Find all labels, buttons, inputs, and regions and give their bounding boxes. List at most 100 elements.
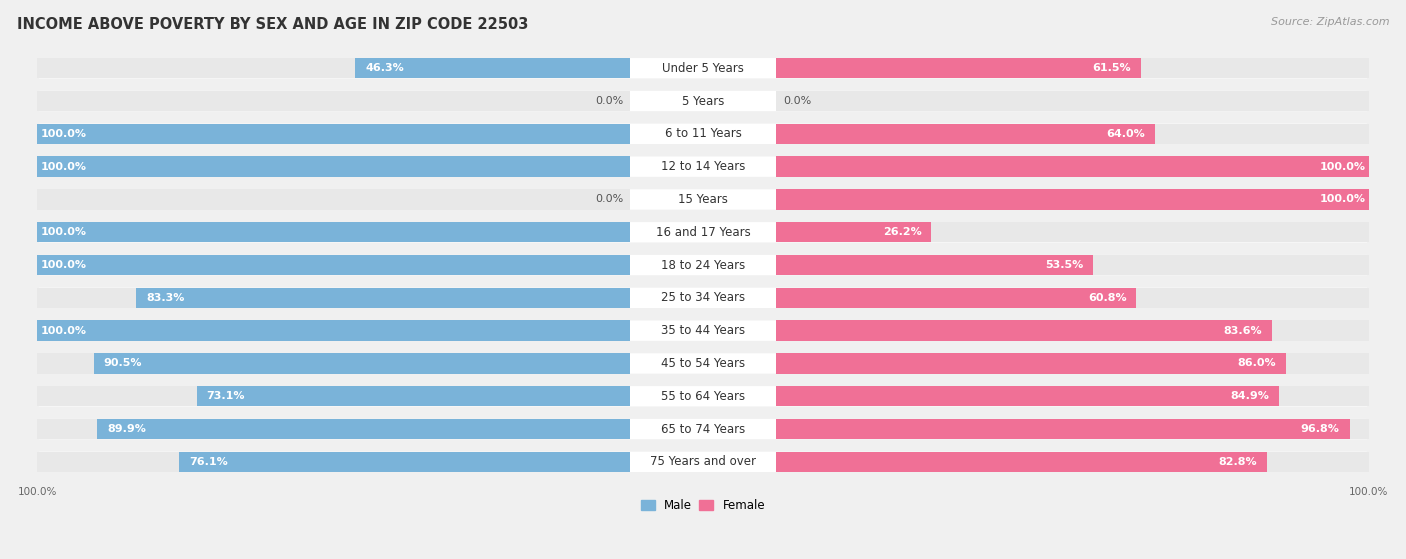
FancyBboxPatch shape xyxy=(38,320,1368,341)
Bar xyxy=(38,157,630,177)
Text: 61.5%: 61.5% xyxy=(1092,63,1130,73)
Bar xyxy=(776,320,1368,341)
Text: 82.8%: 82.8% xyxy=(1218,457,1257,467)
Text: 100.0%: 100.0% xyxy=(41,129,87,139)
Bar xyxy=(38,58,630,78)
FancyBboxPatch shape xyxy=(38,157,1368,177)
Text: 15 Years: 15 Years xyxy=(678,193,728,206)
Text: 65 to 74 Years: 65 to 74 Years xyxy=(661,423,745,435)
Text: 0.0%: 0.0% xyxy=(783,96,811,106)
Bar xyxy=(38,124,630,144)
Text: 76.1%: 76.1% xyxy=(188,457,228,467)
Bar xyxy=(38,288,630,308)
Bar xyxy=(776,222,931,243)
Bar xyxy=(776,58,1140,78)
Text: Source: ZipAtlas.com: Source: ZipAtlas.com xyxy=(1271,17,1389,27)
Text: 96.8%: 96.8% xyxy=(1301,424,1340,434)
Text: 83.3%: 83.3% xyxy=(146,293,184,303)
Text: 55 to 64 Years: 55 to 64 Years xyxy=(661,390,745,403)
Bar xyxy=(38,320,630,341)
Bar xyxy=(776,255,1094,275)
Text: 35 to 44 Years: 35 to 44 Years xyxy=(661,324,745,337)
Bar xyxy=(356,58,630,78)
Bar xyxy=(776,386,1279,406)
FancyBboxPatch shape xyxy=(38,190,1368,210)
FancyBboxPatch shape xyxy=(38,58,1368,78)
Bar xyxy=(776,320,1271,341)
Text: 100.0%: 100.0% xyxy=(1319,195,1365,205)
Bar xyxy=(38,452,630,472)
Bar xyxy=(776,419,1368,439)
Text: 26.2%: 26.2% xyxy=(883,228,921,237)
Text: 0.0%: 0.0% xyxy=(595,96,623,106)
FancyBboxPatch shape xyxy=(38,91,1368,111)
Bar xyxy=(38,91,630,111)
Text: 89.9%: 89.9% xyxy=(107,424,146,434)
Bar xyxy=(776,288,1368,308)
FancyBboxPatch shape xyxy=(38,452,1368,472)
FancyBboxPatch shape xyxy=(38,353,1368,373)
FancyBboxPatch shape xyxy=(38,386,1368,406)
Bar xyxy=(776,190,1368,210)
Text: 90.5%: 90.5% xyxy=(104,358,142,368)
Text: 16 and 17 Years: 16 and 17 Years xyxy=(655,226,751,239)
Bar xyxy=(776,157,1368,177)
Bar xyxy=(776,91,1368,111)
Text: 45 to 54 Years: 45 to 54 Years xyxy=(661,357,745,370)
Bar xyxy=(38,320,630,341)
Bar xyxy=(38,124,630,144)
Text: 100.0%: 100.0% xyxy=(1319,162,1365,172)
Bar xyxy=(38,386,630,406)
Text: 100.0%: 100.0% xyxy=(41,326,87,335)
Bar xyxy=(776,222,1368,243)
Text: 12 to 14 Years: 12 to 14 Years xyxy=(661,160,745,173)
Bar xyxy=(776,124,1156,144)
Text: Under 5 Years: Under 5 Years xyxy=(662,61,744,75)
Bar xyxy=(776,58,1368,78)
Bar xyxy=(97,419,630,439)
Bar xyxy=(776,353,1368,373)
Text: 84.9%: 84.9% xyxy=(1230,391,1270,401)
Bar xyxy=(776,452,1267,472)
Text: 100.0%: 100.0% xyxy=(41,260,87,270)
Text: 86.0%: 86.0% xyxy=(1237,358,1275,368)
Text: 5 Years: 5 Years xyxy=(682,94,724,107)
Bar xyxy=(38,255,630,275)
Bar xyxy=(197,386,630,406)
Text: 18 to 24 Years: 18 to 24 Years xyxy=(661,259,745,272)
Bar xyxy=(776,124,1368,144)
FancyBboxPatch shape xyxy=(38,288,1368,308)
Text: 83.6%: 83.6% xyxy=(1223,326,1261,335)
Bar xyxy=(38,222,630,243)
Bar xyxy=(776,255,1368,275)
Text: 100.0%: 100.0% xyxy=(41,228,87,237)
Text: INCOME ABOVE POVERTY BY SEX AND AGE IN ZIP CODE 22503: INCOME ABOVE POVERTY BY SEX AND AGE IN Z… xyxy=(17,17,529,32)
Bar xyxy=(38,255,630,275)
Bar xyxy=(38,157,630,177)
Bar xyxy=(179,452,630,472)
Bar xyxy=(776,288,1136,308)
Text: 46.3%: 46.3% xyxy=(366,63,404,73)
Bar xyxy=(776,452,1368,472)
Text: 100.0%: 100.0% xyxy=(41,162,87,172)
Bar xyxy=(38,190,630,210)
Bar xyxy=(776,157,1368,177)
Text: 25 to 34 Years: 25 to 34 Years xyxy=(661,291,745,304)
Bar xyxy=(136,288,630,308)
Bar xyxy=(776,419,1350,439)
Text: 73.1%: 73.1% xyxy=(207,391,245,401)
Text: 53.5%: 53.5% xyxy=(1045,260,1083,270)
Text: 60.8%: 60.8% xyxy=(1088,293,1126,303)
FancyBboxPatch shape xyxy=(38,124,1368,144)
Bar xyxy=(776,386,1368,406)
Bar xyxy=(776,190,1368,210)
FancyBboxPatch shape xyxy=(38,419,1368,439)
Text: 0.0%: 0.0% xyxy=(595,195,623,205)
Text: 75 Years and over: 75 Years and over xyxy=(650,456,756,468)
Bar xyxy=(38,419,630,439)
Bar xyxy=(776,353,1285,373)
Bar xyxy=(38,353,630,373)
Bar xyxy=(94,353,630,373)
Text: 6 to 11 Years: 6 to 11 Years xyxy=(665,127,741,140)
Bar xyxy=(38,222,630,243)
